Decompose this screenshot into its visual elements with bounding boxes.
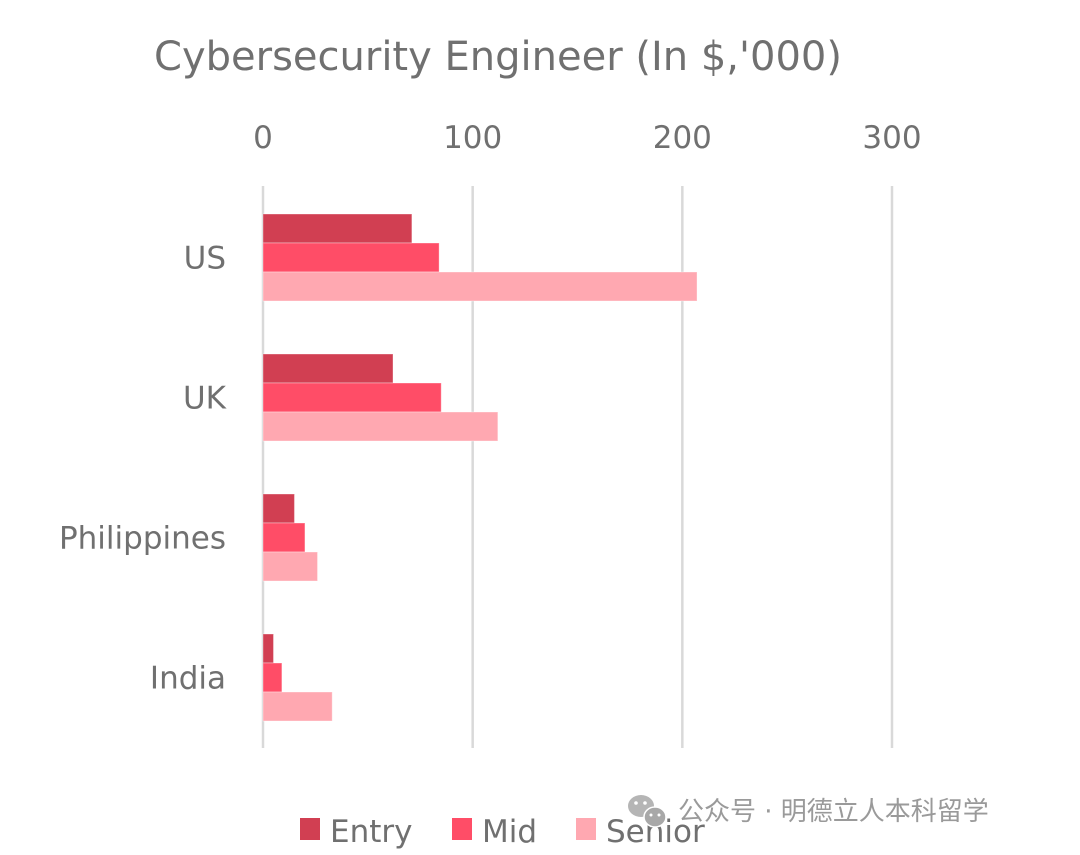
bar-us-senior: [262, 271, 698, 302]
bar-uk-entry: [262, 353, 394, 384]
legend-label-entry: Entry: [330, 814, 412, 850]
watermark-text: 公众号 · 明德立人本科留学: [678, 797, 989, 827]
legend: Entry Mid Senior: [300, 814, 705, 850]
category-label-us: US: [184, 241, 226, 277]
watermark: 公众号 · 明德立人本科留学: [628, 795, 989, 828]
legend-swatch-entry: [300, 818, 320, 840]
legend-label-mid: Mid: [482, 814, 537, 850]
legend-swatch-senior: [576, 818, 596, 840]
bar-india-entry: [262, 633, 274, 664]
bar-uk-senior: [262, 411, 499, 442]
bar-us-mid: [262, 242, 440, 273]
wechat-icon: [628, 795, 667, 828]
bar-us-entry: [262, 213, 413, 244]
bar-india-senior: [262, 691, 333, 722]
bar-philippines-mid: [262, 522, 306, 553]
bars: [262, 213, 698, 722]
category-label-india: India: [150, 661, 226, 697]
legend-swatch-mid: [452, 818, 472, 840]
category-label-uk: UK: [183, 381, 227, 417]
category-label-philippines: Philippines: [59, 521, 226, 557]
bar-india-mid: [262, 662, 283, 693]
x-tick-label: 0: [253, 120, 273, 156]
chart-title: Cybersecurity Engineer (In $,'000): [154, 34, 842, 80]
category-labels: US UK Philippines India: [59, 241, 227, 697]
x-tick-label: 300: [862, 120, 921, 156]
x-tick-label: 100: [443, 120, 502, 156]
x-tick-label: 200: [653, 120, 712, 156]
x-axis-ticks: 0 100 200 300: [253, 120, 921, 156]
bar-philippines-entry: [262, 493, 295, 524]
bar-philippines-senior: [262, 551, 319, 582]
bar-uk-mid: [262, 382, 442, 413]
